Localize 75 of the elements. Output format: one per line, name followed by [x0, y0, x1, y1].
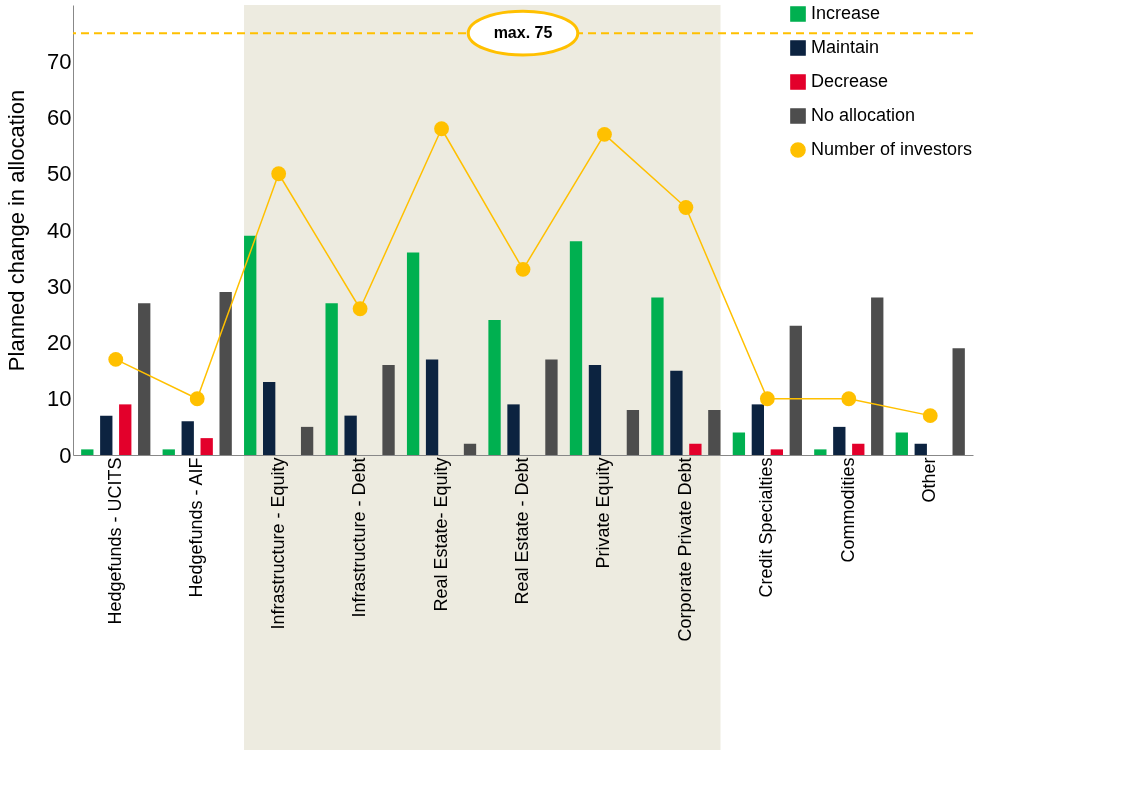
bar — [162, 449, 175, 455]
y-tick-label: 20 — [47, 330, 72, 355]
bar — [382, 365, 395, 455]
y-tick-label: 10 — [47, 386, 72, 412]
bar — [626, 410, 640, 455]
y-tick-label: 70 — [47, 48, 72, 74]
bar — [751, 404, 765, 455]
bar — [344, 415, 357, 455]
bar — [406, 252, 420, 455]
bar — [325, 303, 338, 455]
x-tick-label: Other — [919, 457, 940, 503]
bar — [119, 404, 132, 455]
y-tick-label: 0 — [59, 442, 72, 468]
x-tick-label: Hedgefunds - UCITS — [104, 457, 125, 625]
bar — [789, 325, 802, 455]
x-tick-label: Infrastructure - Equity — [267, 457, 288, 630]
bar — [871, 297, 884, 455]
bar — [200, 438, 213, 455]
x-tick-label: Real Estate- Equity — [430, 457, 451, 612]
point — [515, 261, 531, 277]
bar — [219, 291, 232, 455]
bar — [507, 404, 520, 455]
y-axis-title: Planned change in allocation — [4, 89, 30, 372]
y-tick-label: 30 — [47, 273, 72, 299]
point — [678, 200, 694, 215]
x-tick-label: Private Equity — [593, 457, 614, 569]
y-tick-label: 40 — [47, 217, 72, 243]
legend-label: No allocation — [811, 105, 916, 125]
bar — [651, 297, 664, 455]
bar — [833, 426, 846, 455]
point — [271, 166, 287, 182]
bar — [689, 443, 702, 455]
bar — [181, 421, 194, 455]
x-tick-label: Credit Specialties — [756, 457, 777, 598]
bar — [300, 426, 314, 455]
bar — [814, 449, 827, 455]
bar — [770, 449, 783, 455]
point — [841, 391, 857, 407]
bar — [425, 359, 439, 455]
point — [352, 301, 368, 317]
point — [108, 351, 124, 367]
x-tick-label: Infrastructure - Debt — [349, 457, 370, 618]
bar — [952, 348, 965, 455]
bar — [569, 241, 583, 455]
legend-label: Decrease — [811, 71, 889, 91]
y-tick-label: 50 — [47, 161, 72, 187]
bar — [488, 320, 501, 455]
legend-label: Maintain — [811, 37, 880, 57]
bar — [100, 415, 113, 455]
bar — [852, 443, 865, 455]
legend-label: Number of investors — [811, 139, 973, 159]
bar — [81, 449, 94, 455]
ref-line-label: max. 75 — [493, 24, 553, 42]
bar — [895, 432, 908, 455]
bar — [732, 432, 746, 455]
bar — [670, 370, 683, 455]
bar — [914, 443, 927, 455]
bar — [263, 381, 276, 455]
point — [434, 121, 449, 137]
bar — [463, 443, 477, 455]
y-tick-label: 60 — [47, 105, 72, 130]
x-tick-label: Hedgefunds - AIF — [186, 457, 207, 598]
point — [922, 408, 938, 424]
bar — [138, 303, 151, 455]
x-tick-label: Commodities — [837, 457, 858, 563]
legend-label: Increase — [811, 3, 881, 23]
x-tick-label: Corporate Private Debt — [674, 457, 695, 642]
bar — [708, 410, 721, 455]
point — [759, 391, 775, 407]
bar — [244, 235, 257, 455]
bar — [588, 365, 602, 455]
point — [597, 126, 612, 142]
x-tick-label: Real Estate - Debt — [512, 457, 532, 605]
bar — [545, 359, 558, 455]
point — [189, 391, 205, 407]
